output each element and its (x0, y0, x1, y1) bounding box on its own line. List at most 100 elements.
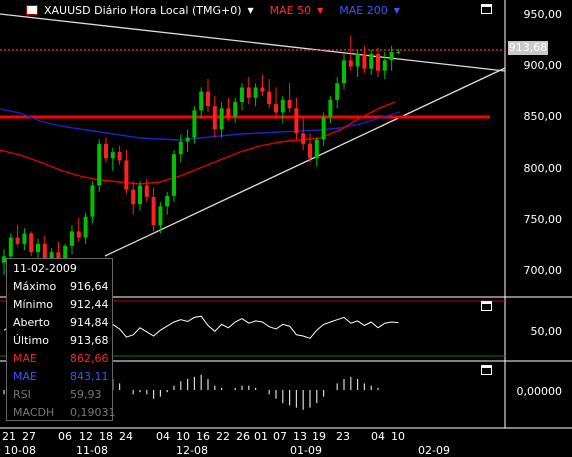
candle-body (206, 91, 210, 107)
resistance-trendline[interactable] (0, 13, 506, 72)
rsi-label: 50,00 (530, 325, 563, 338)
day-tick: 01 (254, 430, 268, 443)
candle-body (172, 154, 176, 196)
info-row-open: Aberto 914,84 (13, 316, 109, 329)
support-trendline[interactable] (104, 67, 506, 257)
ma200-dropdown-icon[interactable]: ▼ (393, 5, 400, 15)
candle-body (321, 116, 326, 140)
day-tick: 10 (176, 430, 190, 443)
candle-body (63, 245, 68, 259)
candle-body (314, 139, 319, 159)
day-tick: 04 (156, 430, 170, 443)
candle-body (8, 237, 13, 257)
symbol-dropdown-icon[interactable]: ▼ (247, 5, 254, 15)
candle-body (158, 206, 163, 226)
info-row-macdh: MACDH 0,19031 (13, 406, 116, 419)
candle-body (382, 60, 387, 71)
candle-body (240, 87, 244, 103)
candle-body (165, 195, 170, 207)
macd-label: 0,00000 (516, 385, 563, 398)
day-tick: 27 (22, 430, 36, 443)
candle-body (294, 108, 299, 134)
info-row-rsi: RSI 59,93 (13, 388, 102, 401)
candle-body (233, 102, 238, 117)
candle-body (355, 54, 360, 67)
candle-body (56, 252, 61, 259)
info-row-ma50: MAE 862,66 (13, 352, 109, 365)
month-label: 10-08 (4, 444, 36, 457)
chart-header: XAUUSD Diário Hora Local (TMG+0) ▼ MAE 5… (0, 0, 505, 20)
candle-body (70, 231, 74, 246)
candle-body (328, 99, 333, 117)
candle-body (192, 110, 197, 138)
info-row-low: Mínimo 912,44 (13, 298, 109, 311)
candle-body (22, 233, 27, 244)
maximize-rsi-pane-icon[interactable] (481, 301, 492, 311)
ma50-legend[interactable]: MAE 50 (269, 3, 312, 17)
candle-body (2, 256, 6, 263)
info-date: 11-02-2009 (13, 262, 77, 275)
price-label: 750,00 (523, 213, 563, 226)
candle-body (15, 237, 20, 244)
candle-body (342, 60, 346, 84)
candle-body (185, 137, 190, 142)
info-row-ma200: MAE 843,11 (13, 370, 109, 383)
candle-body (335, 83, 340, 100)
info-row-high: Máximo 916,64 (13, 280, 109, 293)
flag-icon (26, 5, 38, 15)
maximize-macd-pane-icon[interactable] (481, 365, 492, 375)
month-label: 12-08 (176, 444, 208, 457)
candle-body (178, 141, 183, 155)
current-price-tag: 913,68 (508, 41, 548, 55)
candle-body (301, 133, 306, 144)
day-tick: 07 (273, 430, 287, 443)
ma50-dropdown-icon[interactable]: ▼ (317, 5, 324, 15)
candle-body (49, 252, 54, 261)
day-tick: 18 (99, 430, 113, 443)
candle-body (274, 104, 278, 113)
info-row-close: Último 913,68 (13, 334, 109, 347)
candle-body (138, 185, 142, 205)
month-label: 01-09 (290, 444, 322, 457)
candlestick-series[interactable] (2, 35, 401, 276)
data-window: 11-02-2009 Máximo 916,64 Mínimo 912,44 Abe… (6, 258, 116, 421)
ma200-legend[interactable]: MAE 200 (339, 3, 388, 17)
day-tick: 26 (236, 430, 250, 443)
candle-body (253, 87, 258, 98)
candle-body (212, 106, 217, 130)
candle-body (226, 108, 231, 117)
day-tick: 13 (293, 430, 307, 443)
candle-body (280, 99, 285, 113)
candle-body (29, 233, 34, 253)
time-axis: 21 27 06 12 18 24 04 10 16 22 26 01 07 1… (0, 428, 505, 457)
candle-body (144, 185, 149, 197)
day-tick: 19 (312, 430, 326, 443)
candle-body (348, 60, 353, 67)
month-label: 02-09 (418, 444, 450, 457)
day-tick: 16 (196, 430, 210, 443)
candle-body (267, 91, 272, 105)
candle-body (369, 54, 374, 69)
month-label: 11-08 (76, 444, 108, 457)
candle-body (260, 87, 265, 92)
price-label: 700,00 (523, 264, 563, 277)
candle-body (362, 54, 367, 69)
candle-body (389, 51, 394, 61)
price-label: 800,00 (523, 162, 563, 175)
price-label: 950,00 (523, 8, 563, 21)
candle-body (246, 87, 251, 98)
maximize-price-pane-icon[interactable] (481, 4, 492, 14)
candle-body (131, 189, 136, 205)
candle-body (36, 243, 40, 253)
symbol-title[interactable]: XAUUSD Diário Hora Local (TMG+0) (44, 3, 242, 17)
day-tick: 06 (58, 430, 72, 443)
ma50-line[interactable] (0, 101, 396, 185)
ma200-line[interactable] (0, 108, 401, 141)
candle-body (42, 243, 47, 261)
day-tick: 12 (79, 430, 93, 443)
candle-body (83, 216, 88, 238)
day-tick: 24 (119, 430, 133, 443)
candle-body (199, 91, 204, 111)
candle-body (124, 160, 129, 190)
candle-body (287, 99, 292, 109)
